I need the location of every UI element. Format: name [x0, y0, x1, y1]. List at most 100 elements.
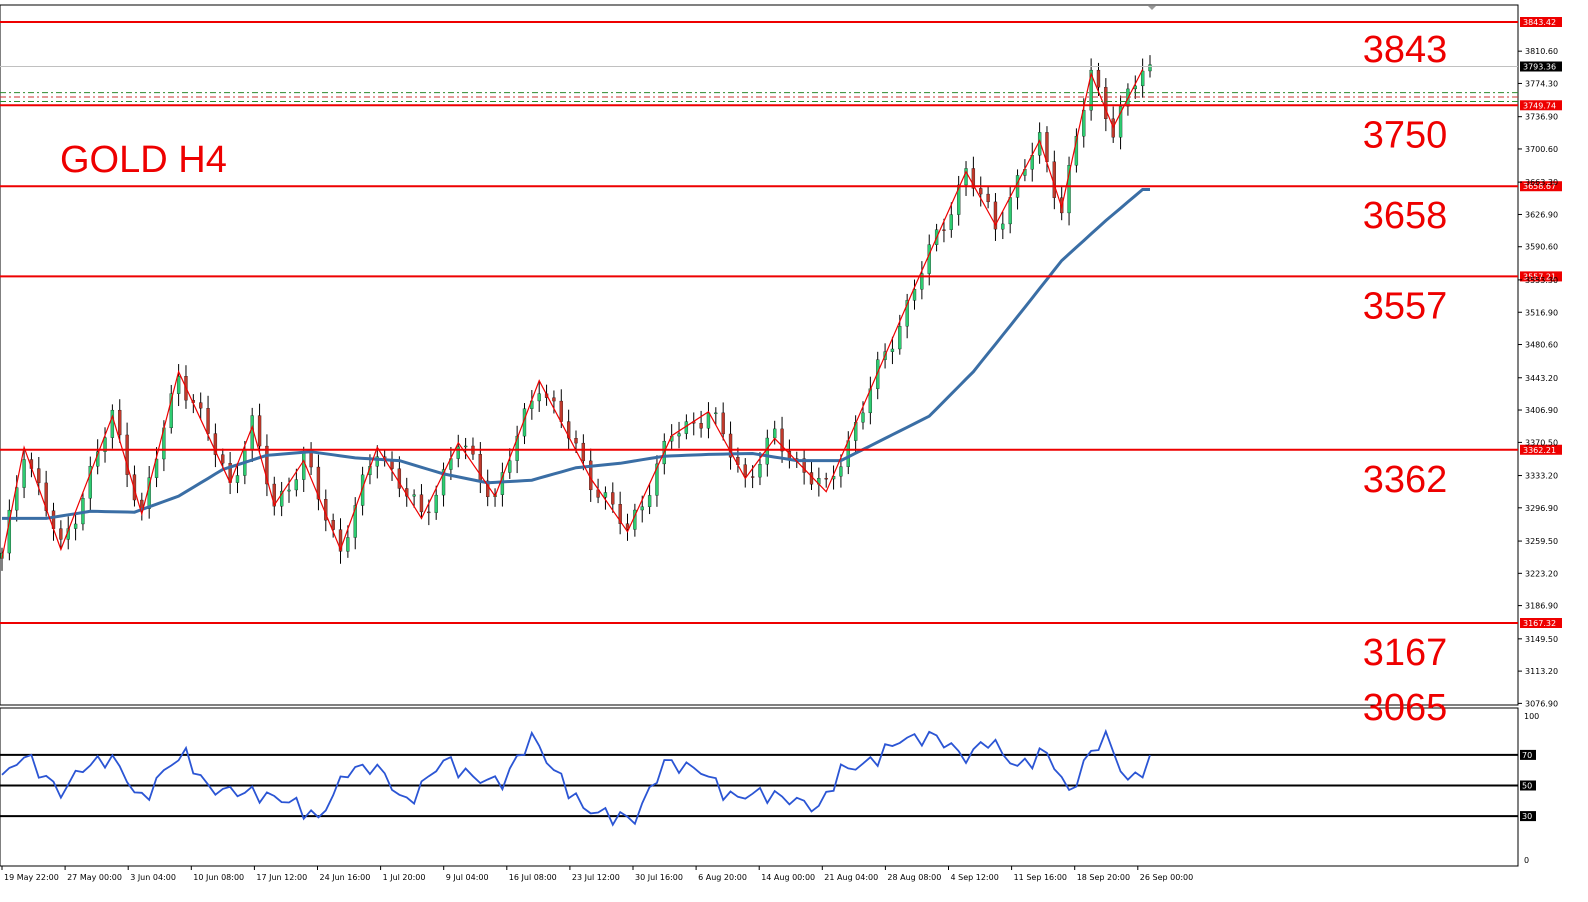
- candle-bear: [566, 421, 571, 439]
- candle-bear: [59, 528, 63, 540]
- time-tick-label: 9 Jul 04:00: [446, 873, 489, 882]
- price-tick-label: 3480.60: [1525, 341, 1558, 350]
- candle-bull: [603, 492, 608, 498]
- time-tick-label: 26 Sep 00:00: [1140, 873, 1193, 882]
- price-tick-label: 3076.90: [1525, 699, 1558, 708]
- candle-bull: [758, 464, 762, 478]
- level-price-tag-label: 3362.21: [1523, 446, 1556, 455]
- candle-bear: [1096, 69, 1101, 88]
- candle-bear: [213, 433, 218, 455]
- current-price-label: 3793.36: [1523, 62, 1556, 71]
- time-tick-label: 30 Jul 16:00: [635, 873, 683, 882]
- current-price-tag: [1520, 61, 1562, 72]
- candle-bear: [257, 415, 262, 447]
- candle-bear: [486, 480, 490, 498]
- candle-bear: [37, 468, 41, 484]
- candle-bull: [706, 412, 711, 429]
- candle-bear: [618, 504, 622, 524]
- candle-bull: [920, 273, 924, 290]
- time-tick-label: 17 Jun 12:00: [256, 873, 307, 882]
- price-tick-label: 3810.60: [1525, 47, 1558, 56]
- zigzag-layer: [1, 69, 1144, 559]
- candle-bear: [780, 428, 784, 452]
- candle-bull: [463, 445, 468, 448]
- price-tick-label: 3700.60: [1525, 145, 1558, 154]
- candle-bull: [515, 435, 519, 461]
- price-tick-label: 3443.20: [1525, 374, 1558, 383]
- candle-bull: [287, 489, 291, 492]
- rsi-scale-bottom: 0: [1524, 856, 1529, 865]
- candle-bull: [957, 184, 961, 215]
- candle-bull: [500, 472, 505, 495]
- candle-bear: [265, 445, 269, 485]
- candle-bull: [88, 466, 92, 499]
- time-tick-label: 4 Sep 12:00: [951, 873, 999, 882]
- price-axis: 3810.60 3774.30 3736.90 3700.60 3663.30 3626.…: [0, 47, 1562, 708]
- candle-bull: [110, 409, 115, 438]
- level-price-tag: [1520, 618, 1562, 628]
- candle-bull: [412, 494, 416, 497]
- candle-bear: [611, 492, 615, 505]
- time-tick-label: 10 Jun 08:00: [193, 873, 244, 882]
- price-tick-label: 3113.20: [1525, 667, 1558, 676]
- candle-bear: [427, 511, 431, 514]
- moving-average-line: [2, 188, 1150, 520]
- level-label: 3843: [1363, 29, 1448, 71]
- candle-bull: [647, 495, 652, 507]
- candle-bull: [73, 523, 78, 529]
- level-price-tag-label: 3658.67: [1523, 182, 1556, 191]
- time-tick-label: 27 May 00:00: [67, 873, 122, 882]
- level-label: 3065: [1363, 687, 1448, 729]
- candle-bull: [964, 168, 968, 186]
- rsi-level-label: 70: [1522, 751, 1532, 760]
- candle-bull: [441, 469, 446, 496]
- time-tick-label: 14 Aug 00:00: [761, 873, 815, 882]
- price-tick-label: 3774.30: [1525, 79, 1558, 88]
- candle-bull: [169, 393, 173, 429]
- candle-bull: [176, 376, 181, 394]
- price-tick-label: 3223.20: [1525, 569, 1558, 578]
- candle-bull: [890, 348, 895, 352]
- candle-bull: [1001, 223, 1005, 230]
- price-tick-label: 3406.90: [1525, 406, 1558, 415]
- moving-average-layer: [2, 188, 1150, 520]
- candle-bear: [199, 402, 203, 409]
- time-tick-label: 18 Sep 20:00: [1077, 873, 1130, 882]
- candle-bull: [640, 506, 644, 511]
- candle-bear: [118, 409, 122, 436]
- candle-bull: [15, 487, 19, 511]
- candle-bull: [773, 428, 777, 439]
- level-price-tag: [1520, 271, 1562, 282]
- level-label: 3557: [1363, 285, 1448, 327]
- main-pane-frame: [0, 4, 1519, 706]
- candle-bull: [839, 466, 843, 477]
- candle-bull: [1082, 110, 1086, 137]
- candle-bull: [677, 433, 681, 437]
- candle-bear: [993, 201, 998, 230]
- candle-bear: [132, 474, 137, 501]
- price-tick-label: 3370.50: [1525, 438, 1558, 447]
- time-tick-label: 11 Sep 16:00: [1014, 873, 1067, 882]
- candle-bull: [1148, 64, 1152, 72]
- candle-bull: [1008, 197, 1012, 225]
- candle-bull: [1074, 136, 1079, 166]
- candle-bull: [353, 505, 357, 538]
- level-price-tag: [1520, 444, 1562, 455]
- candle-bear: [971, 168, 976, 189]
- rsi-scale-top: 100: [1524, 712, 1539, 721]
- level-label: 3750: [1363, 114, 1448, 156]
- candle-bull: [655, 463, 659, 496]
- level-label: 3167: [1363, 632, 1448, 674]
- rsi-level-label: 30: [1522, 812, 1532, 821]
- candle-bull: [456, 446, 460, 459]
- candle-bear: [390, 460, 394, 469]
- candle-bear: [309, 452, 313, 468]
- rsi-layer: 70 50 30 100 0: [0, 712, 1539, 865]
- rsi-level-tag: [1520, 811, 1536, 822]
- candle-bull: [294, 479, 299, 491]
- candle-bull: [375, 456, 379, 467]
- candle-bear: [1045, 132, 1049, 162]
- candle-bear: [979, 188, 983, 195]
